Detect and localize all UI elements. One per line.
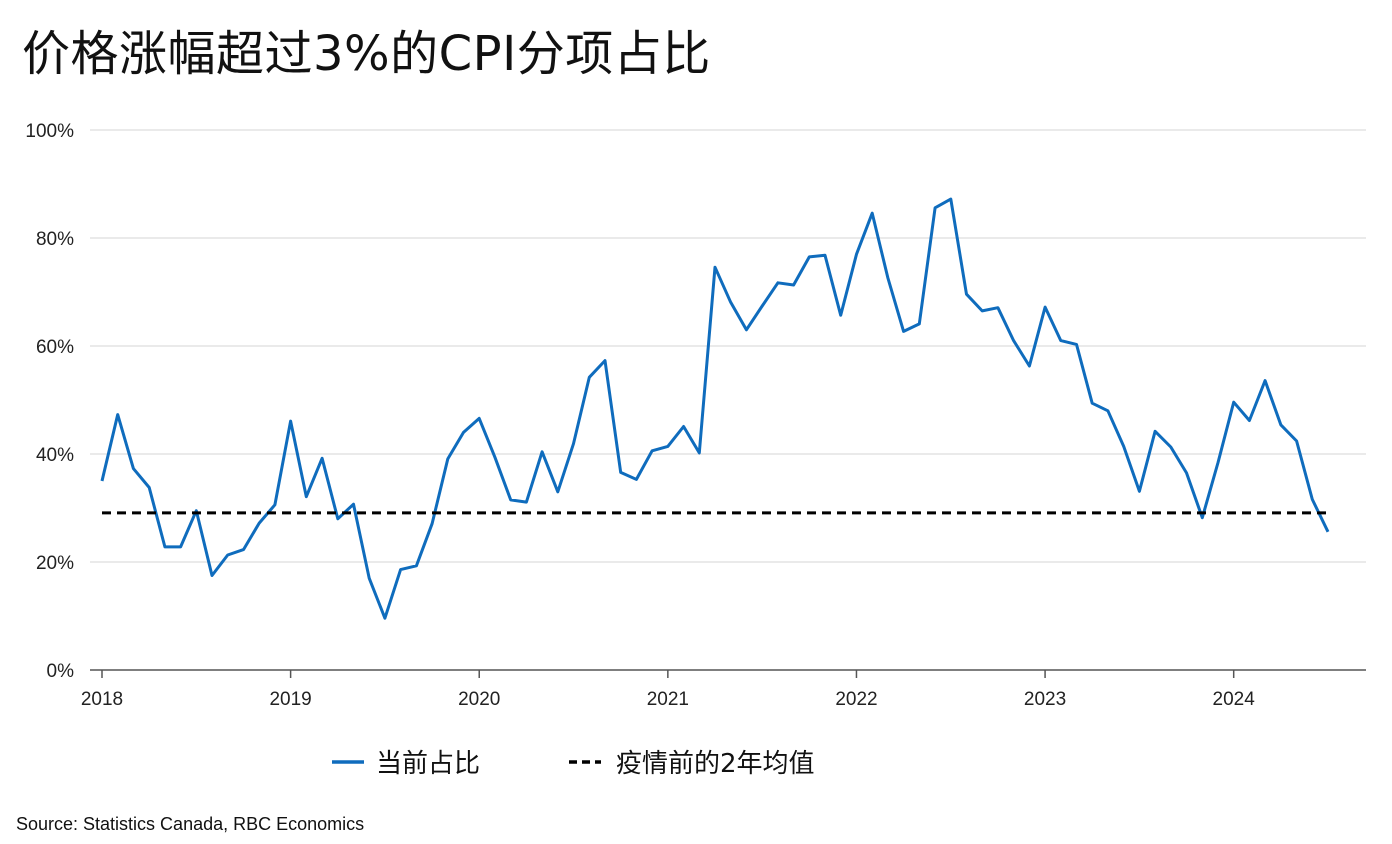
- series: [100, 197, 1330, 620]
- x-tick-label: 2023: [1024, 689, 1066, 710]
- series-line: [100, 197, 1330, 620]
- x-tick-label: 2020: [458, 689, 500, 710]
- x-tick-label: 2021: [647, 689, 689, 710]
- source-note: Source: Statistics Canada, RBC Economics: [16, 814, 365, 834]
- gridlines: [90, 129, 1366, 563]
- chart-title: 价格涨幅超过3%的CPI分项占比: [22, 26, 711, 82]
- legend: 当前占比 疫情前的2年均值: [332, 749, 815, 779]
- x-tick-label: 2019: [269, 689, 311, 710]
- y-tick-label: 20%: [36, 553, 74, 574]
- legend-label: 疫情前的2年均值: [616, 749, 815, 779]
- y-tick-label: 40%: [36, 445, 74, 466]
- x-tick-label: 2018: [81, 689, 123, 710]
- legend-label: 当前占比: [376, 749, 480, 779]
- y-tick-label: 0%: [47, 661, 75, 682]
- y-tick-label: 100%: [25, 121, 74, 142]
- axes: 0% 20% 40% 60% 80% 100% 2018 2019 2020 2021 2022 20…: [25, 121, 1366, 710]
- x-tick-label: 2022: [835, 689, 877, 710]
- x-tick-label: 2024: [1213, 689, 1256, 710]
- y-tick-label: 80%: [36, 229, 74, 250]
- y-tick-label: 60%: [36, 337, 74, 358]
